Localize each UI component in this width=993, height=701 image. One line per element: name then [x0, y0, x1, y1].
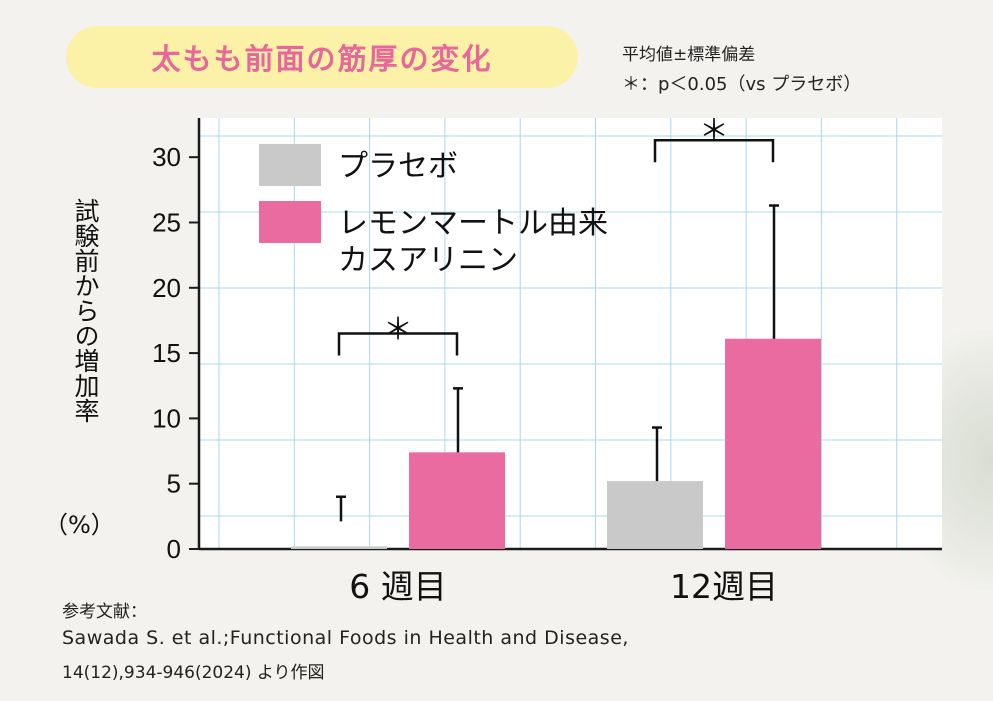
x-category-label: 12週目	[670, 567, 778, 606]
legend-label-placebo: プラセボ	[338, 149, 458, 184]
chart-title: 太もも前面の筋厚の変化	[151, 42, 493, 76]
bar-placebo-0	[291, 546, 387, 549]
legend-label-treatment-line2: カスアリニン	[338, 243, 518, 278]
reference-citation-2: 14(12),934-946(2024) より作図	[62, 663, 325, 683]
reference-citation: Sawada S. et al.;Functional Foods in Hea…	[62, 627, 629, 649]
significance-mark: ＊	[383, 313, 413, 348]
y-tick-label: 30	[152, 142, 181, 172]
y-tick-label: 10	[152, 403, 181, 433]
y-axis-label: 試験前からの増加率	[71, 198, 100, 423]
y-tick-label: 0	[167, 534, 181, 564]
x-category-label: 6 週目	[349, 567, 447, 606]
y-tick-label: 15	[152, 338, 181, 368]
significance-bracket	[653, 138, 775, 163]
significance-bracket	[337, 332, 459, 356]
y-tick-label: 25	[152, 207, 181, 237]
stats-note-significance: ＊：p＜0.05（vs プラセボ）	[622, 74, 862, 95]
legend-swatch-treatment	[259, 201, 321, 243]
legend-label-treatment-line1: レモンマートル由来	[338, 206, 608, 241]
bar-treatment-1	[725, 338, 821, 549]
bar-placebo-1	[607, 481, 703, 549]
significance-mark: ＊	[699, 114, 729, 149]
y-axis-unit: （%）	[44, 511, 115, 539]
bar-treatment-0	[409, 452, 505, 549]
y-tick-label: 5	[167, 469, 181, 499]
y-tick-label: 20	[152, 273, 181, 303]
stats-note-mean-sd: 平均値±標準偏差	[622, 45, 756, 65]
title-banner: 太もも前面の筋厚の変化	[66, 26, 578, 88]
reference-heading: 参考文献：	[62, 602, 147, 622]
legend-swatch-placebo	[259, 144, 321, 186]
